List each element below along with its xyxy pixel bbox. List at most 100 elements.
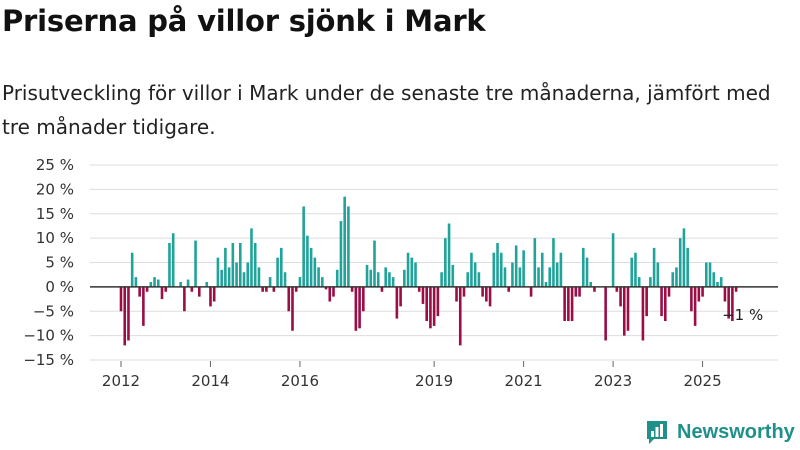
bar: [615, 286, 619, 292]
bar: [637, 277, 641, 287]
bar: [212, 286, 216, 302]
bar: [663, 286, 667, 322]
bar: [306, 235, 309, 287]
bar: [410, 257, 414, 287]
bar: [298, 277, 302, 287]
bar: [294, 286, 298, 292]
bar: [414, 262, 417, 287]
bar: [436, 286, 440, 317]
bar: [682, 228, 686, 287]
bar: [261, 286, 264, 292]
bar: [313, 257, 317, 287]
bar: [630, 257, 634, 287]
bar: [481, 286, 484, 297]
bar: [291, 286, 294, 331]
bar: [239, 243, 242, 287]
bar: [388, 272, 391, 287]
bar: [470, 252, 473, 287]
bar: [555, 262, 559, 287]
bar: [335, 269, 339, 287]
bar: [488, 286, 492, 307]
bar: [347, 206, 350, 287]
bar: [622, 286, 626, 336]
bar: [701, 286, 704, 297]
bar: [559, 252, 563, 287]
bar: [145, 286, 149, 292]
bar: [417, 286, 421, 292]
bar: [540, 252, 544, 287]
bar: [194, 240, 197, 287]
bar: [690, 286, 693, 312]
bar: [142, 286, 145, 326]
bar: [332, 286, 335, 297]
bar: [529, 286, 533, 297]
bar: [570, 286, 574, 322]
bar: [395, 286, 399, 319]
bar: [242, 272, 246, 287]
bar: [585, 257, 589, 287]
bar: [399, 286, 402, 307]
bar: [656, 262, 660, 287]
bar: [447, 223, 451, 287]
bar: [678, 238, 682, 287]
bar: [641, 286, 645, 341]
bar: [317, 267, 320, 287]
last-value-label: −1 %: [722, 306, 763, 324]
bar: [548, 267, 552, 287]
bar: [153, 277, 156, 287]
bar: [183, 286, 186, 312]
bar: [619, 286, 622, 307]
bar: [123, 286, 127, 346]
bar: [171, 233, 175, 287]
bar: [425, 286, 428, 322]
bar: [563, 286, 566, 322]
bar: [667, 286, 671, 297]
bar: [593, 286, 596, 292]
bar: [458, 286, 462, 346]
bar: [626, 286, 630, 331]
y-tick-label: −10 %: [23, 327, 74, 345]
bar: [503, 267, 507, 287]
bar: [731, 286, 734, 322]
bar: [485, 286, 488, 302]
bar: [589, 282, 593, 287]
bar: [581, 247, 585, 287]
bar: [578, 286, 581, 297]
bar: [276, 257, 279, 287]
bar: [440, 272, 443, 287]
bar: [257, 267, 261, 287]
bar: [287, 286, 291, 312]
bar: [462, 286, 466, 297]
bar: [708, 262, 712, 287]
bar: [723, 286, 727, 302]
bar: [350, 286, 354, 292]
bar: [268, 277, 272, 287]
bar: [280, 247, 283, 287]
y-tick-label: 20 %: [36, 180, 74, 198]
bar: [432, 286, 436, 326]
bar: [324, 286, 328, 290]
bar: [652, 247, 656, 287]
bar: [649, 277, 652, 287]
bar: [358, 286, 361, 329]
bar: [134, 277, 138, 287]
bar: [209, 286, 212, 307]
bar: [138, 286, 141, 297]
bar: [712, 272, 716, 287]
bar: [727, 286, 730, 319]
bar: [518, 267, 522, 287]
bar: [205, 282, 209, 287]
bar: [444, 238, 447, 287]
bar: [376, 272, 380, 287]
chart-subtitle: Prisutveckling för villor i Mark under d…: [2, 81, 771, 139]
bar: [477, 272, 481, 287]
bar: [227, 267, 231, 287]
gridlines: [90, 164, 778, 361]
bar: [522, 250, 525, 287]
bar: [514, 245, 518, 287]
bar: [533, 238, 537, 287]
bar: [406, 252, 410, 287]
bar: [354, 286, 358, 331]
bar: [719, 277, 723, 287]
